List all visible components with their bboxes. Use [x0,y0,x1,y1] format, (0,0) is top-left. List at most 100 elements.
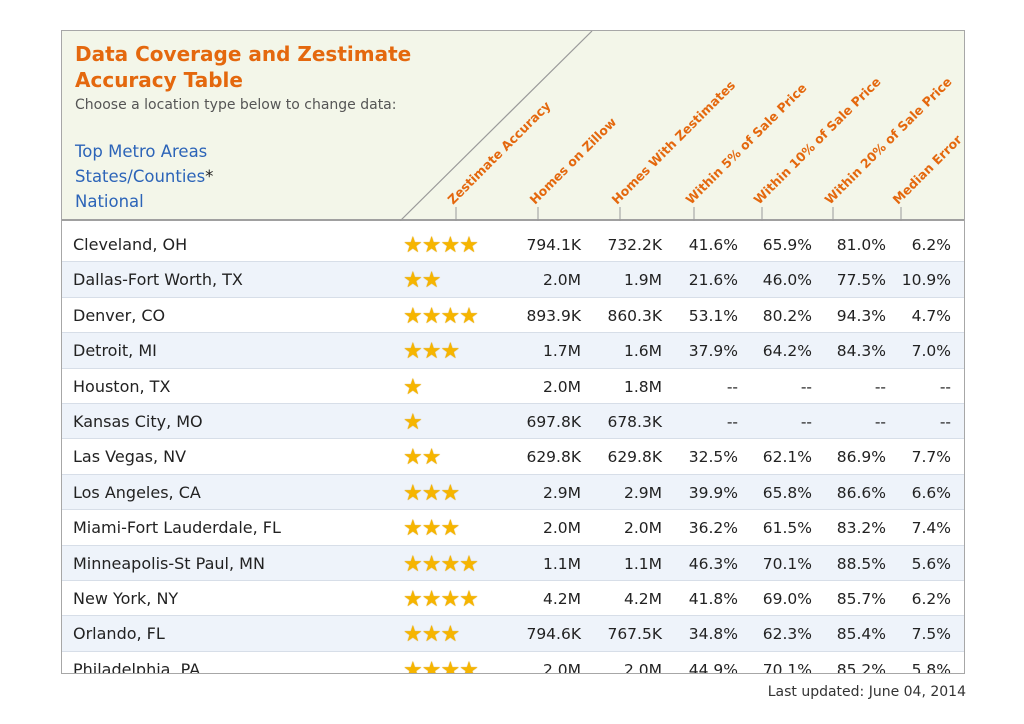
cell-homes: 2.0M [542,519,581,538]
location-link-label: National [75,192,144,211]
row-location-name: Cleveland, OH [73,235,188,254]
cell-w20: 77.5% [836,271,886,290]
star-rating-icon: ★★★ [403,480,460,506]
row-location-name: New York, NY [73,588,179,608]
column-header: Within 20% of Sale Price [822,74,955,207]
cell-median: 7.0% [911,342,951,361]
cell-median: 10.9% [901,271,951,290]
cell-homes: 4.2M [542,589,581,608]
star-rating-icon: ★ [403,409,423,435]
cell-homes: 1.7M [542,342,581,361]
cell-median: 4.7% [911,306,951,325]
table-row: Miami-Fort Lauderdale, FL ★★★ 2.0M 2.0M 36.2… [62,510,964,546]
cell-w20: -- [874,412,886,431]
cell-w20: 86.6% [836,483,886,502]
cell-w20: 83.2% [836,519,886,538]
table-row: Los Angeles, CA ★★★ 2.9M 2.9M 39.9% 65.8% 86.6… [62,474,964,511]
cell-zestimates: 1.6M [623,342,662,361]
cell-w5: 21.6% [688,271,738,290]
cell-w5: 36.2% [688,519,738,538]
row-location-name: Denver, CO [73,305,166,325]
star-rating-icon: ★ [403,374,423,400]
table-title: Data Coverage and Zestimate Accuracy Tab… [75,42,412,92]
cell-homes: 2.0M [542,271,581,290]
table-row: Philadelphia, PA ★★★★ 2.0M 2.0M 44.9% 70.1% 85… [62,652,964,674]
location-type-list: Top Metro Areas States/Counties* Nationa… [75,139,213,214]
cell-w5: 41.8% [688,589,738,608]
star-rating-icon: ★★ [403,268,441,294]
cell-w5: 46.3% [688,554,738,573]
star-rating-icon: ★★ [403,445,441,471]
cell-homes: 629.8K [526,448,581,467]
table-row: Dallas-Fort Worth, TX ★★ 2.0M 1.9M 21.6% 46.0… [62,262,964,298]
cell-median: 7.7% [911,448,951,467]
star-rating-icon: ★★★★ [403,233,479,258]
row-location-name: Philadelphia, PA [73,659,201,674]
cell-w10: 46.0% [762,271,812,290]
cell-w5: -- [726,377,738,396]
cell-w20: 85.2% [836,660,886,674]
location-link-top-metro[interactable]: Top Metro Areas [75,139,213,164]
cell-median: 6.2% [911,236,951,254]
cell-homes: 2.0M [542,660,581,674]
row-location-name: Minneapolis-St Paul, MN [73,553,265,573]
table-row: New York, NY ★★★★ 4.2M 4.2M 41.8% 69.0% 85.7% 6… [62,581,964,617]
cell-homes: 2.9M [542,483,581,502]
accuracy-table-widget: Data Coverage and Zestimate Accuracy Tab… [61,30,965,674]
column-header: Homes With Zestimates [609,78,739,208]
cell-w10: 61.5% [762,519,812,538]
cell-zestimates: 2.9M [623,483,662,502]
cell-w5: 34.8% [688,625,738,644]
location-link-national[interactable]: National [75,189,213,214]
column-header: Median Error [890,131,964,207]
cell-w20: 88.5% [836,554,886,573]
cell-median: 7.4% [911,519,951,538]
cell-w10: -- [800,377,812,396]
row-location-name: Houston, TX [73,376,171,396]
cell-w20: 84.3% [836,342,886,361]
cell-median: -- [939,412,951,431]
table-row: Orlando, FL ★★★ 794.6K 767.5K 34.8% 62.3% 85.4… [62,616,964,652]
cell-w10: -- [800,412,812,431]
table-header: Data Coverage and Zestimate Accuracy Tab… [62,31,964,221]
cell-zestimates: 2.0M [623,519,662,538]
column-header: Within 5% of Sale Price [683,80,810,207]
row-location-name: Los Angeles, CA [73,482,201,502]
cell-w5: 41.6% [688,236,738,254]
location-link-label: Top Metro Areas [75,142,208,161]
cell-zestimates: 629.8K [607,448,662,467]
cell-homes: 794.6K [526,625,581,644]
cell-zestimates: 1.9M [623,271,662,290]
cell-w10: 65.9% [762,236,812,254]
cell-median: -- [939,377,951,396]
row-location-name: Miami-Fort Lauderdale, FL [73,518,281,538]
cell-w20: 81.0% [836,236,886,254]
star-rating-icon: ★★★★ [403,657,479,674]
table-row: Minneapolis-St Paul, MN ★★★★ 1.1M 1.1M 46.3%… [62,545,964,581]
cell-median: 7.5% [911,625,951,644]
row-location-name: Las Vegas, NV [73,447,187,467]
cell-median: 5.6% [911,554,951,573]
location-link-states-counties[interactable]: States/Counties* [75,164,213,189]
cell-w5: 32.5% [688,448,738,467]
cell-zestimates: 2.0M [623,660,662,674]
table-row: Denver, CO ★★★★ 893.9K 860.3K 53.1% 80.2% 94.3… [62,298,964,334]
star-rating-icon: ★★★ [403,516,460,542]
cell-w10: 80.2% [762,306,812,325]
column-header: Within 10% of Sale Price [751,74,884,207]
table-row: Detroit, MI ★★★ 1.7M 1.6M 37.9% 64.2% 84.3% 7.0… [62,333,964,369]
cell-w10: 62.3% [762,625,812,644]
cell-median: 6.2% [911,589,951,608]
row-location-name: Detroit, MI [73,341,157,361]
cell-homes: 794.1K [526,236,581,254]
table-subtitle: Choose a location type below to change d… [75,97,397,113]
row-location-name: Kansas City, MO [73,411,203,431]
cell-w10: 64.2% [762,342,812,361]
cell-w20: 94.3% [836,306,886,325]
cell-homes: 893.9K [526,306,581,325]
cell-w5: 53.1% [688,306,738,325]
cell-median: 6.6% [911,483,951,502]
cell-homes: 697.8K [526,412,581,431]
cell-zestimates: 767.5K [607,625,662,644]
